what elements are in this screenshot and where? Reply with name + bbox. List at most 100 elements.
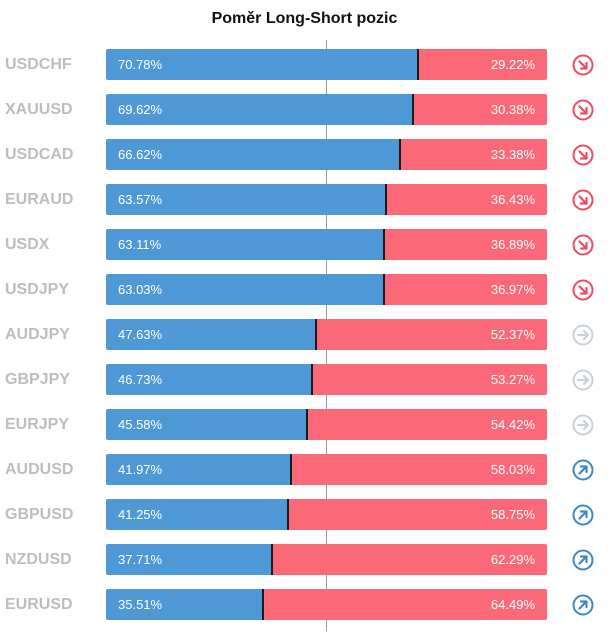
arrow-down-right-icon: [572, 99, 594, 121]
ratio-row: USDCHF 70.78% 29.22%: [0, 49, 609, 80]
long-value-label: 41.97%: [118, 462, 163, 477]
ratio-row: XAUUSD 69.62% 30.38%: [0, 94, 609, 125]
pair-label: NZDUSD: [5, 551, 72, 568]
long-bar: [106, 139, 400, 170]
arrow-down-right-icon: [572, 279, 594, 301]
arrow-down-right-icon: [572, 144, 594, 166]
arrow-up-right-icon: [572, 459, 594, 481]
short-value-label: 52.37%: [490, 327, 535, 342]
ratio-row: USDCAD 66.62% 33.38%: [0, 139, 609, 170]
long-bar: [106, 499, 288, 530]
short-bar: [384, 274, 547, 305]
long-bar: [106, 319, 316, 350]
ratio-row: NZDUSD 37.71% 62.29%: [0, 544, 609, 575]
long-value-label: 47.63%: [118, 327, 163, 342]
short-value-label: 36.89%: [490, 237, 535, 252]
ratio-bar: 63.03% 36.97%: [106, 274, 547, 305]
bar-divider: [385, 184, 387, 215]
long-bar: [106, 409, 307, 440]
pair-label: USDCHF: [5, 56, 72, 73]
long-value-label: 45.58%: [118, 417, 163, 432]
ratio-bar: 46.73% 53.27%: [106, 364, 547, 395]
arrow-up-right-icon: [572, 504, 594, 526]
bar-divider: [290, 454, 292, 485]
short-value-label: 36.97%: [490, 282, 535, 297]
long-bar: [106, 94, 413, 125]
ratio-row: AUDUSD 41.97% 58.03%: [0, 454, 609, 485]
ratio-bar: 63.11% 36.89%: [106, 229, 547, 260]
short-bar: [272, 544, 547, 575]
ratio-bar: 63.57% 36.43%: [106, 184, 547, 215]
short-bar: [418, 49, 547, 80]
short-value-label: 64.49%: [490, 597, 535, 612]
long-value-label: 69.62%: [118, 102, 163, 117]
pair-label: AUDUSD: [5, 461, 74, 478]
long-bar: [106, 229, 384, 260]
arrow-up-right-icon: [572, 594, 594, 616]
short-value-label: 53.27%: [490, 372, 535, 387]
long-value-label: 63.57%: [118, 192, 163, 207]
long-value-label: 70.78%: [118, 57, 163, 72]
short-value-label: 30.38%: [490, 102, 535, 117]
long-value-label: 41.25%: [118, 507, 163, 522]
short-value-label: 36.43%: [490, 192, 535, 207]
arrow-down-right-icon: [572, 234, 594, 256]
pair-label: EURJPY: [5, 416, 70, 433]
long-value-label: 66.62%: [118, 147, 163, 162]
short-value-label: 54.42%: [490, 417, 535, 432]
short-bar: [312, 364, 547, 395]
pair-label: AUDJPY: [5, 326, 70, 343]
ratio-bar: 45.58% 54.42%: [106, 409, 547, 440]
bar-divider: [383, 274, 385, 305]
long-value-label: 35.51%: [118, 597, 163, 612]
arrow-down-right-icon: [572, 54, 594, 76]
bar-divider: [315, 319, 317, 350]
ratio-bar: 70.78% 29.22%: [106, 49, 547, 80]
ratio-row: EURUSD 35.51% 64.49%: [0, 589, 609, 620]
long-value-label: 37.71%: [118, 552, 163, 567]
long-value-label: 63.03%: [118, 282, 163, 297]
long-bar: [106, 364, 312, 395]
bar-divider: [417, 49, 419, 80]
ratio-bar: 47.63% 52.37%: [106, 319, 547, 350]
short-value-label: 33.38%: [490, 147, 535, 162]
bar-divider: [306, 409, 308, 440]
pair-label: EURUSD: [5, 596, 73, 613]
pair-label: USDCAD: [5, 146, 74, 163]
ratio-row: AUDJPY 47.63% 52.37%: [0, 319, 609, 350]
pair-label: EURAUD: [5, 191, 74, 208]
pair-label: GBPJPY: [5, 371, 70, 388]
bar-divider: [399, 139, 401, 170]
bar-divider: [262, 589, 264, 620]
long-value-label: 63.11%: [118, 237, 162, 252]
arrow-down-right-icon: [572, 189, 594, 211]
ratio-row: EURJPY 45.58% 54.42%: [0, 409, 609, 440]
long-bar: [106, 454, 291, 485]
short-value-label: 58.75%: [490, 507, 535, 522]
bar-divider: [311, 364, 313, 395]
long-bar: [106, 544, 272, 575]
arrow-right-icon: [572, 369, 594, 391]
long-bar: [106, 49, 418, 80]
short-bar: [291, 454, 547, 485]
arrow-right-icon: [572, 324, 594, 346]
short-bar: [413, 94, 547, 125]
pair-label: GBPUSD: [5, 506, 74, 523]
pair-label: XAUUSD: [5, 101, 73, 118]
ratio-row: USDJPY 63.03% 36.97%: [0, 274, 609, 305]
short-bar: [316, 319, 547, 350]
short-value-label: 62.29%: [490, 552, 535, 567]
bar-divider: [383, 229, 385, 260]
short-value-label: 29.22%: [490, 57, 535, 72]
long-bar: [106, 184, 386, 215]
ratio-bar: 69.62% 30.38%: [106, 94, 547, 125]
chart-title: Poměr Long-Short pozic: [211, 10, 398, 27]
ratio-row: USDX 63.11% 36.89%: [0, 229, 609, 260]
short-bar: [386, 184, 547, 215]
short-bar: [400, 139, 547, 170]
arrow-right-icon: [572, 414, 594, 436]
bar-divider: [412, 94, 414, 125]
pair-label: USDX: [5, 236, 50, 253]
ratio-bar: 41.25% 58.75%: [106, 499, 547, 530]
ratio-bar: 41.97% 58.03%: [106, 454, 547, 485]
